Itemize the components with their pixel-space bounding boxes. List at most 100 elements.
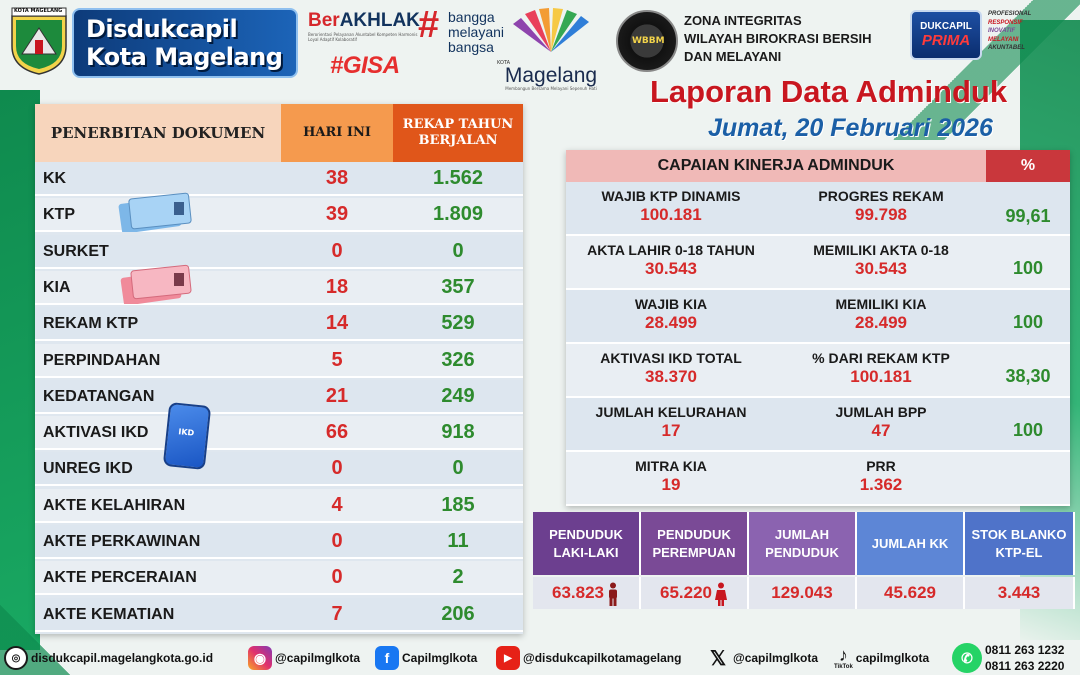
ikd-phone-label: IKD bbox=[177, 427, 195, 438]
kota-magelang-emblem: KOTA MAGELANG bbox=[8, 6, 70, 76]
performance-percent: 99,61 bbox=[1005, 206, 1051, 226]
youtube-icon: ▶ bbox=[496, 646, 520, 670]
footer-website[interactable]: ◎ disdukcapil.magelangkota.go.id bbox=[4, 646, 213, 670]
document-today: 38 bbox=[325, 167, 349, 189]
header-document: PENERBITAN DOKUMEN bbox=[35, 104, 281, 162]
document-ytd: 0 bbox=[452, 457, 464, 480]
population-number: 3.443 bbox=[997, 583, 1041, 602]
document-row: SURKET 0 0 bbox=[35, 234, 523, 269]
document-ytd: 206 bbox=[441, 602, 475, 625]
zi-badge-text: WBBM bbox=[632, 36, 665, 46]
ikd-phone-icon: IKD bbox=[162, 401, 212, 471]
document-row: AKTE KEMATIAN 7 206 bbox=[35, 597, 523, 632]
performance-cell-left: WAJIB KIA 28.499 bbox=[566, 296, 776, 333]
document-ytd: 357 bbox=[441, 275, 475, 298]
performance-cell-right: % DARI REKAM KTP 100.181 bbox=[776, 350, 986, 387]
population-value: 129.043 bbox=[749, 577, 857, 609]
document-ytd: 185 bbox=[441, 493, 475, 516]
berakhlak-subtitle: Berorientasi Pelayanan Akuntabel Kompete… bbox=[308, 32, 418, 42]
performance-label: MEMILIKI KIA bbox=[835, 296, 927, 312]
performance-cell-left: JUMLAH KELURAHAN 17 bbox=[566, 404, 776, 441]
performance-cell-left: MITRA KIA 19 bbox=[566, 458, 776, 495]
document-row: KTP 39 1.809 bbox=[35, 198, 523, 233]
male-person-icon bbox=[606, 582, 620, 606]
bangga-line-2: melayani bbox=[448, 24, 505, 40]
performance-label: MEMILIKI AKTA 0-18 bbox=[813, 242, 949, 258]
documents-table: PENERBITAN DOKUMEN HARI INI REKAP TAHUN … bbox=[35, 104, 523, 634]
footer-facebook[interactable]: f Capilmglkota bbox=[375, 646, 477, 670]
performance-panel: CAPAIAN KINERJA ADMINDUK % WAJIB KTP DIN… bbox=[566, 150, 1070, 506]
document-name: KIA bbox=[43, 278, 71, 296]
zi-line-1: ZONA INTEGRITAS bbox=[684, 13, 802, 28]
document-row: REKAM KTP 14 529 bbox=[35, 307, 523, 342]
footer-instagram[interactable]: ◉ @capilmglkota bbox=[248, 646, 360, 670]
footer: ◎ disdukcapil.magelangkota.go.id ◉ @capi… bbox=[0, 640, 1080, 675]
facebook-text: Capilmglkota bbox=[402, 651, 478, 665]
header-today: HARI INI bbox=[281, 104, 393, 162]
document-name: KTP bbox=[43, 206, 75, 224]
tiktok-icon: ♪ TikTok bbox=[834, 645, 853, 670]
instagram-text: @capilmglkota bbox=[275, 651, 361, 665]
motto-item: AKUNTABEL bbox=[988, 45, 1025, 51]
footer-whatsapp[interactable]: ✆ 0811 263 1232 0811 263 2220 bbox=[952, 642, 1064, 674]
globe-icon: ◎ bbox=[4, 646, 28, 670]
document-today: 4 bbox=[331, 493, 343, 516]
population-number: 45.629 bbox=[884, 583, 936, 602]
population-header: JUMLAH PENDUDUK bbox=[749, 512, 857, 575]
performance-header: CAPAIAN KINERJA ADMINDUK bbox=[566, 150, 986, 182]
performance-row: JUMLAH KELURAHAN 17 JUMLAH BPP 47 100 bbox=[566, 398, 1070, 452]
brand-banner: Disdukcapil Kota Magelang bbox=[72, 8, 298, 78]
population-value: 45.629 bbox=[857, 577, 965, 609]
performance-percent: 100 bbox=[1012, 312, 1044, 332]
document-name: AKTE PERKAWINAN bbox=[43, 533, 201, 550]
document-ytd: 918 bbox=[441, 421, 475, 444]
performance-label: % DARI REKAM KTP bbox=[812, 350, 950, 366]
facebook-icon: f bbox=[375, 646, 399, 670]
document-row: KIA 18 357 bbox=[35, 270, 523, 305]
document-today: 0 bbox=[331, 566, 343, 589]
performance-value: 30.543 bbox=[645, 259, 697, 278]
population-value: 65.220 bbox=[641, 577, 749, 609]
phone-2: 0811 263 2220 bbox=[985, 659, 1065, 673]
document-name: KEDATANGAN bbox=[43, 387, 155, 405]
performance-label: AKTIVASI IKD TOTAL bbox=[600, 350, 742, 366]
bangga-line-1: bangga bbox=[448, 9, 495, 25]
gisa-logo: #GISA bbox=[330, 52, 400, 79]
performance-value: 100.181 bbox=[850, 367, 912, 386]
document-today: 7 bbox=[331, 602, 343, 625]
performance-percent: 100 bbox=[1012, 420, 1044, 440]
footer-tiktok[interactable]: ♪ TikTok capilmglkota bbox=[834, 646, 929, 670]
performance-value: 19 bbox=[661, 475, 681, 494]
background-stripe-left bbox=[0, 90, 40, 650]
prima-line-1: DUKCAPIL bbox=[920, 21, 972, 32]
performance-cell-left: WAJIB KTP DINAMIS 100.181 bbox=[566, 188, 776, 225]
performance-label: JUMLAH KELURAHAN bbox=[595, 404, 747, 420]
performance-label: WAJIB KTP DINAMIS bbox=[601, 188, 741, 204]
document-row: AKTE KELAHIRAN 4 185 bbox=[35, 488, 523, 523]
tiktok-text: capilmglkota bbox=[855, 651, 930, 665]
header-ytd: REKAP TAHUN BERJALAN bbox=[393, 104, 523, 162]
zona-integritas-text: ZONA INTEGRITAS WILAYAH BIROKRASI BERSIH… bbox=[684, 12, 872, 66]
zona-integritas-badge: WBBM bbox=[616, 10, 678, 72]
performance-cell-right: PROGRES REKAM 99.798 bbox=[776, 188, 986, 225]
footer-youtube[interactable]: ▶ @disdukcapilkotamagelang bbox=[496, 646, 681, 670]
performance-cell-left: AKTIVASI IKD TOTAL 38.370 bbox=[566, 350, 776, 387]
document-row: AKTIVASI IKD 66 918 bbox=[35, 416, 523, 451]
performance-label: WAJIB KIA bbox=[634, 296, 708, 312]
berakhlak-logo: BerAKHLAK Berorientasi Pelayanan Akuntab… bbox=[308, 10, 420, 42]
footer-x[interactable]: 𝕏 @capilmglkota bbox=[706, 646, 818, 670]
kia-card-icon bbox=[120, 264, 194, 306]
document-ytd: 249 bbox=[441, 384, 475, 407]
x-text: @capilmglkota bbox=[733, 651, 819, 665]
document-ytd: 326 bbox=[441, 348, 475, 371]
population-number: 129.043 bbox=[771, 583, 833, 602]
magelang-tagline: Membangun Bersama Melayani Sepenuh Hati bbox=[505, 86, 597, 91]
document-name: AKTIVASI IKD bbox=[43, 424, 149, 442]
performance-cell-right: MEMILIKI KIA 28.499 bbox=[776, 296, 986, 333]
population-value: 3.443 bbox=[965, 577, 1075, 609]
performance-row: AKTIVASI IKD TOTAL 38.370% DARI REKAM KTP… bbox=[566, 344, 1070, 398]
document-today: 0 bbox=[331, 457, 343, 480]
performance-value: 17 bbox=[661, 421, 681, 440]
population-header: STOK BLANKO KTP-EL bbox=[965, 512, 1075, 575]
population-header: PENDUDUK LAKI-LAKI bbox=[533, 512, 641, 575]
